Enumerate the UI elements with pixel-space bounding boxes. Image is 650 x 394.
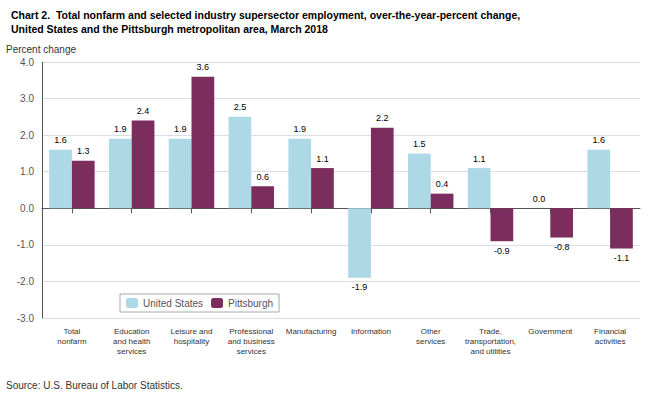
svg-text:Professional: Professional [229, 327, 273, 336]
svg-text:2.0: 2.0 [20, 130, 34, 141]
svg-text:services: services [416, 337, 445, 346]
svg-text:3.0: 3.0 [20, 93, 34, 104]
svg-text:services: services [117, 347, 146, 356]
svg-text:Financial: Financial [594, 327, 626, 336]
svg-text:Government: Government [528, 327, 573, 336]
svg-text:-1.9: -1.9 [352, 282, 368, 292]
svg-text:1.3: 1.3 [77, 146, 90, 156]
svg-text:Leisure and: Leisure and [171, 327, 213, 336]
svg-text:1.1: 1.1 [316, 154, 329, 164]
svg-text:0.0: 0.0 [20, 203, 34, 214]
svg-text:1.9: 1.9 [174, 124, 187, 134]
svg-text:3.6: 3.6 [197, 62, 210, 72]
svg-text:0.6: 0.6 [256, 172, 269, 182]
svg-text:United States: United States [143, 298, 203, 309]
svg-text:Chart 2. Total nonfarm and se: Chart 2. Total nonfarm and selected indu… [11, 9, 520, 21]
svg-text:Information: Information [351, 327, 391, 336]
svg-text:0.4: 0.4 [436, 179, 449, 189]
svg-text:nonfarm: nonfarm [57, 337, 87, 346]
svg-text:Education: Education [114, 327, 150, 336]
svg-text:1.5: 1.5 [413, 139, 426, 149]
svg-text:Manufacturing: Manufacturing [286, 327, 337, 336]
svg-text:-3.0: -3.0 [17, 313, 35, 324]
svg-text:hospitality: hospitality [174, 337, 210, 346]
svg-text:Trade,: Trade, [479, 327, 502, 336]
svg-text:and utilities: and utilities [470, 347, 510, 356]
svg-text:Source: U.S. Bureau of Labor S: Source: U.S. Bureau of Labor Statistics. [6, 380, 183, 391]
svg-text:and business: and business [228, 337, 275, 346]
svg-text:4.0: 4.0 [20, 57, 34, 68]
svg-text:2.2: 2.2 [376, 113, 389, 123]
svg-text:services: services [237, 347, 266, 356]
svg-text:Other: Other [421, 327, 441, 336]
svg-text:0.0: 0.0 [533, 194, 546, 204]
svg-text:-0.8: -0.8 [554, 242, 570, 252]
svg-text:1.9: 1.9 [293, 124, 306, 134]
svg-text:-1.0: -1.0 [17, 239, 35, 250]
svg-text:activities: activities [595, 337, 626, 346]
svg-text:1.1: 1.1 [473, 154, 486, 164]
svg-text:-2.0: -2.0 [17, 276, 35, 287]
svg-text:-0.9: -0.9 [494, 246, 510, 256]
svg-text:1.9: 1.9 [114, 124, 127, 134]
svg-text:transportation,: transportation, [465, 337, 516, 346]
svg-text:1.6: 1.6 [54, 135, 67, 145]
svg-text:United States and the Pittsbur: United States and the Pittsburgh metropo… [11, 23, 328, 35]
svg-text:and health: and health [113, 337, 150, 346]
svg-text:Pittsburgh: Pittsburgh [228, 298, 273, 309]
svg-text:Total: Total [63, 327, 80, 336]
svg-text:2.4: 2.4 [137, 106, 150, 116]
svg-text:Percent change: Percent change [6, 44, 76, 55]
svg-text:1.0: 1.0 [20, 166, 34, 177]
svg-text:2.5: 2.5 [234, 102, 247, 112]
svg-text:1.6: 1.6 [592, 135, 605, 145]
svg-text:-1.1: -1.1 [614, 253, 630, 263]
